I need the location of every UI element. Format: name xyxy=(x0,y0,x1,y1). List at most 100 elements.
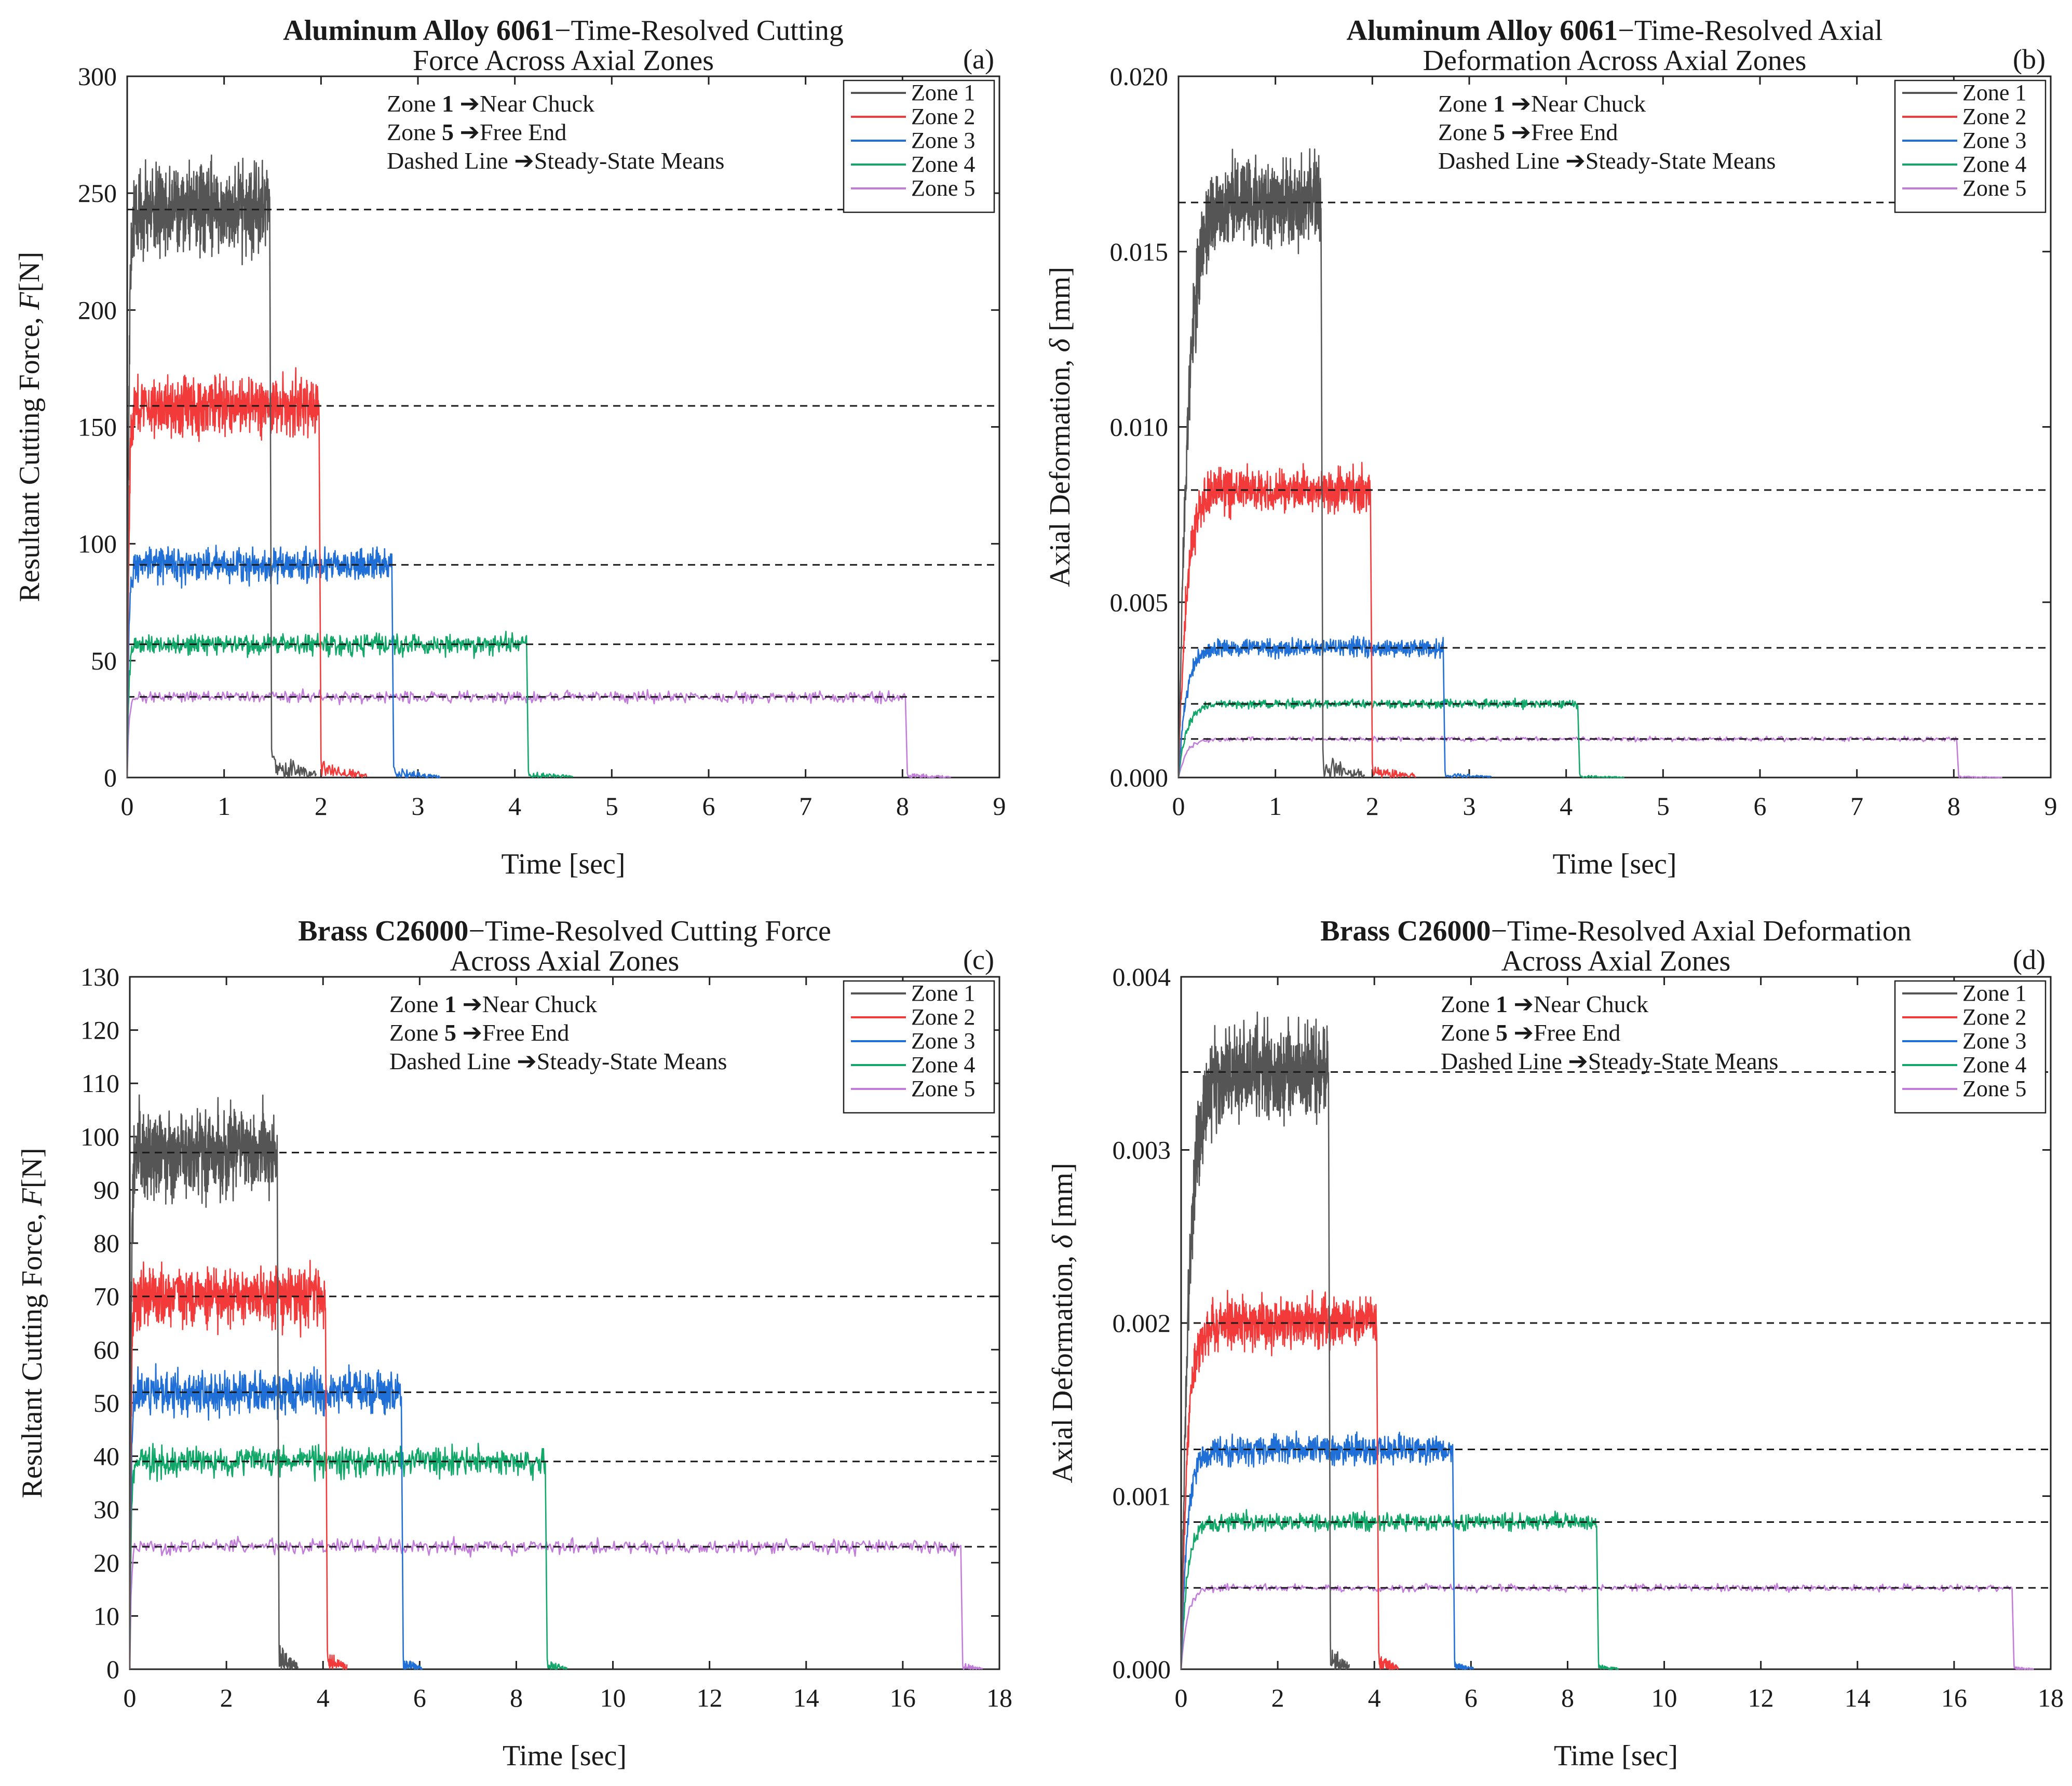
x-tick-label: 8 xyxy=(1561,1683,1574,1712)
panel-c: 0 10 20 30 40 50 60 70 80 90 100 110 120 130 0 2 4 6 8 10 12… xyxy=(16,915,1012,1772)
series-line-zone-5 xyxy=(1180,1583,2035,1670)
y-tick-label: 0.001 xyxy=(1113,1482,1171,1511)
legend-label-zone-1: Zone 1 xyxy=(1962,80,2026,105)
legend-label-zone-5: Zone 5 xyxy=(1962,1076,2026,1101)
y-axis-label-suffix: [mm] xyxy=(1044,267,1076,338)
y-axis-label-suffix: [N] xyxy=(16,1148,48,1188)
y-tick-label: 30 xyxy=(93,1495,119,1524)
annotation-bold: 1 xyxy=(442,90,454,117)
y-tick-label: 100 xyxy=(78,529,117,558)
annotation-line: Zone 5 ➔Free End xyxy=(1441,1019,1620,1046)
x-tick-label: 2 xyxy=(220,1683,233,1712)
chart-title-bold: Aluminum Alloy 6061 xyxy=(1347,15,1618,47)
panel-label: (a) xyxy=(963,44,994,75)
annotation-post: ➔Steady-State Means xyxy=(514,147,724,174)
legend-box xyxy=(1894,79,2047,213)
x-tick-label: 7 xyxy=(1850,792,1863,821)
x-tick-label: 16 xyxy=(1941,1683,1967,1712)
annotation-line: Zone 1 ➔Near Chuck xyxy=(389,991,597,1017)
series-line-zone-2 xyxy=(129,1260,348,1670)
series-line-zone-5 xyxy=(1177,735,2002,779)
y-tick-label: 130 xyxy=(80,962,119,991)
legend-label-zone-2: Zone 2 xyxy=(911,104,975,129)
series-line-zone-4 xyxy=(129,1442,568,1670)
chart-title-rest: −Time-Resolved Axial Deformation xyxy=(1491,915,1911,947)
series-line-zone-2 xyxy=(1177,461,1416,779)
legend-label-zone-2: Zone 2 xyxy=(1962,104,2026,129)
series-line-zone-3 xyxy=(126,544,441,779)
annotation-pre: Dashed Line xyxy=(1441,1048,1568,1074)
annotation-post: ➔Steady-State Means xyxy=(1568,1048,1778,1074)
chart-title-rest: −Time-Resolved Cutting Force xyxy=(468,915,831,947)
annotation-line: Dashed Line ➔Steady-State Means xyxy=(389,1048,727,1074)
x-tick-label: 0 xyxy=(124,1683,137,1712)
chart-title: Aluminum Alloy 6061−Time-Resolved Axial xyxy=(1347,15,1883,47)
chart-title-rest: −Time-Resolved Axial xyxy=(1618,15,1883,47)
x-tick-label: 18 xyxy=(2038,1683,2064,1712)
x-tick-label: 5 xyxy=(1657,792,1670,821)
annotation-line: Dashed Line ➔Steady-State Means xyxy=(1438,147,1776,174)
series-line-zone-1 xyxy=(126,154,317,779)
y-tick-label: 0.000 xyxy=(1113,1655,1171,1684)
x-tick-label: 8 xyxy=(510,1683,523,1712)
annotation-bold: 5 xyxy=(1493,119,1505,145)
series-line-zone-2 xyxy=(126,367,368,778)
x-tick-label: 8 xyxy=(1947,792,1960,821)
y-axis-label: Axial Deformation, δ [mm] xyxy=(1044,267,1076,587)
x-tick-label: 5 xyxy=(605,792,618,821)
annotation-pre: Zone xyxy=(1438,119,1493,145)
series-line-zone-2 xyxy=(1180,1290,1399,1670)
legend-label-zone-5: Zone 5 xyxy=(1962,175,2026,201)
x-tick-label: 1 xyxy=(218,792,231,821)
annotation-bold: 5 xyxy=(1496,1019,1508,1046)
y-tick-label: 110 xyxy=(82,1069,119,1098)
series-line-zone-4 xyxy=(1180,1509,1619,1670)
x-tick-label: 12 xyxy=(697,1683,723,1712)
y-tick-label: 0.004 xyxy=(1113,962,1171,991)
annotation-pre: Zone xyxy=(1441,1019,1496,1046)
y-tick-label: 0.002 xyxy=(1113,1308,1171,1338)
x-axis-label: Time [sec] xyxy=(503,1740,627,1772)
y-axis-label-prefix: Axial Deformation, xyxy=(1047,1248,1079,1483)
legend-label-zone-1: Zone 1 xyxy=(911,80,975,105)
chart-title: Brass C26000−Time-Resolved Cutting Force xyxy=(298,915,831,947)
x-tick-label: 6 xyxy=(1465,1683,1478,1712)
legend-box xyxy=(843,980,995,1114)
annotation-line: Zone 5 ➔Free End xyxy=(387,119,566,145)
y-tick-label: 50 xyxy=(91,646,117,675)
y-axis-label-prefix: Resultant Cutting Force, xyxy=(16,1206,48,1498)
x-tick-label: 14 xyxy=(1845,1683,1871,1712)
x-axis-label: Time [sec] xyxy=(1552,848,1676,880)
series-line-zone-5 xyxy=(129,1535,983,1670)
y-tick-label: 0.003 xyxy=(1113,1136,1171,1165)
chart-subtitle: Across Axial Zones xyxy=(1501,945,1731,977)
y-tick-label: 0.015 xyxy=(1110,237,1169,266)
annotation-post: ➔Free End xyxy=(454,119,566,145)
x-tick-label: 8 xyxy=(896,792,909,821)
chart-subtitle: Deformation Across Axial Zones xyxy=(1423,45,1807,77)
chart-title-rest: −Time-Resolved Cutting xyxy=(554,15,844,47)
legend-label-zone-3: Zone 3 xyxy=(911,128,975,153)
chart-title: Aluminum Alloy 6061−Time-Resolved Cuttin… xyxy=(283,15,844,47)
panel-label: (b) xyxy=(2013,44,2046,75)
annotation-bold: 1 xyxy=(444,991,456,1017)
x-tick-label: 4 xyxy=(317,1683,330,1712)
x-tick-label: 2 xyxy=(315,792,328,821)
annotation-post: ➔Free End xyxy=(1505,119,1618,145)
y-tick-label: 300 xyxy=(78,62,117,91)
x-tick-label: 0 xyxy=(121,792,134,821)
y-tick-label: 150 xyxy=(78,413,117,442)
series-line-zone-5 xyxy=(126,688,951,779)
annotation-post: ➔Free End xyxy=(456,1019,569,1046)
annotation-pre: Zone xyxy=(387,90,442,117)
y-tick-label: 250 xyxy=(78,179,117,208)
chart-title-bold: Brass C26000 xyxy=(1320,915,1491,947)
chart-subtitle: Across Axial Zones xyxy=(450,945,680,977)
annotation-pre: Zone xyxy=(389,991,444,1017)
annotation-pre: Dashed Line xyxy=(1438,147,1565,174)
panel-b: 0.000 0.005 0.010 0.015 0.020 0 1 2 3 4 5 6 7 8 9 Time … xyxy=(1044,15,2057,880)
y-tick-label: 80 xyxy=(93,1229,119,1258)
series-line-zone-1 xyxy=(129,1094,299,1670)
annotation-post: ➔Near Chuck xyxy=(454,90,594,117)
